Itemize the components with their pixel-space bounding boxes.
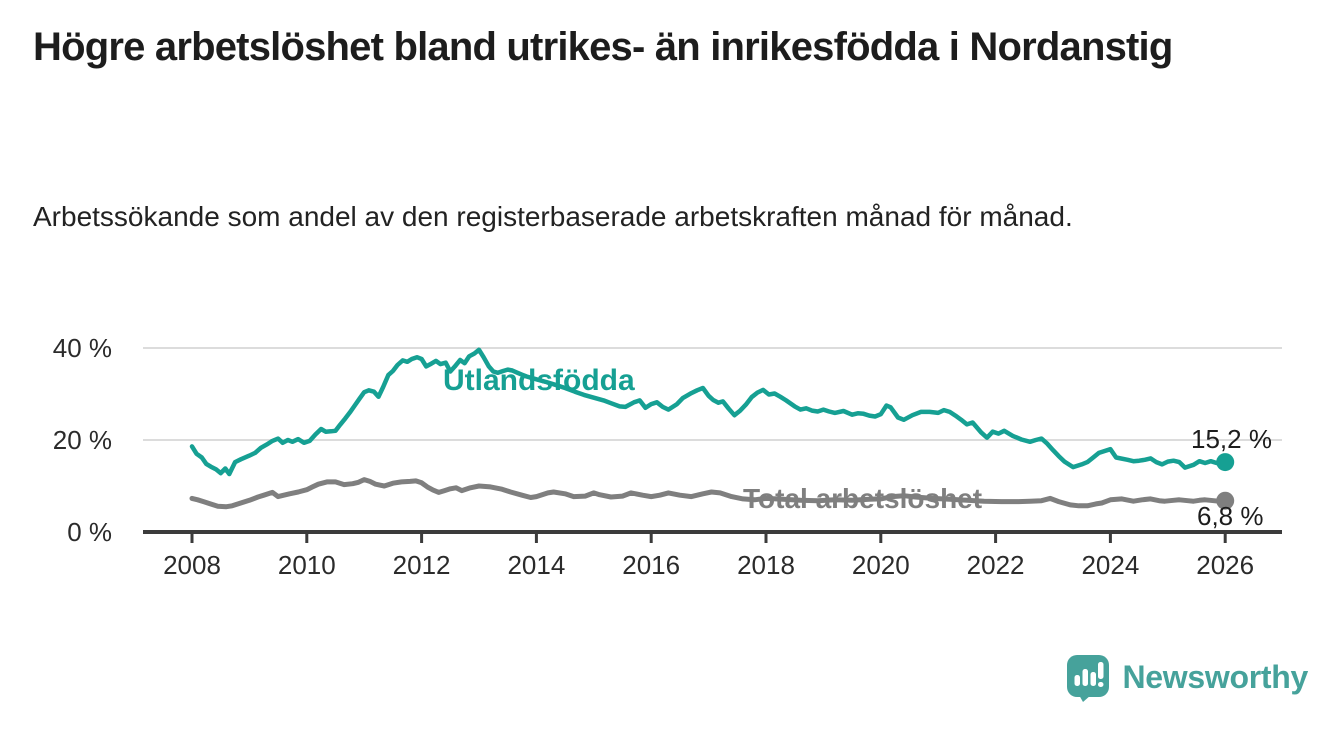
chart-subtitle: Arbetssökande som andel av den registerb… [33, 201, 1073, 232]
y-axis-tick-label: 20 % [53, 425, 112, 455]
gridlines: 0 % 20 % 40 % [53, 333, 1282, 547]
utlandsfodda-series-label: Utlandsfödda [443, 364, 635, 397]
line-chart: 0 % 20 % 40 % 2008 2010 2012 2014 2016 2018 2020… [0, 320, 1340, 610]
total-line [189, 477, 1228, 510]
x-axis-tick-label: 2018 [737, 550, 795, 580]
utlandsfodda-line [189, 347, 1228, 477]
series-lines [189, 347, 1235, 510]
page-title: Högre arbetslöshet bland utrikes- än inr… [33, 25, 1173, 69]
line-chart-svg: 0 % 20 % 40 % 2008 2010 2012 2014 2016 2018 2020… [53, 333, 1282, 580]
total-series-label: Total arbetslöshet [743, 483, 982, 514]
total-endpoint-dot [1216, 491, 1235, 510]
total-end-value-label: 6,8 % [1197, 501, 1264, 531]
brand-name: Newsworthy [1122, 659, 1309, 695]
utlandsfodda-endpoint-dot [1216, 453, 1235, 472]
series-labels: Utlandsfödda Total arbetslöshet 15,2 % 6… [443, 364, 1272, 531]
brand-footer: Newsworthy [1065, 653, 1309, 702]
x-axis-tick-label: 2012 [393, 550, 451, 580]
y-axis-tick-label: 0 % [67, 517, 112, 547]
y-axis-tick-label: 40 % [53, 333, 112, 363]
utlandsfodda-end-value-label: 15,2 % [1191, 424, 1272, 454]
x-axis: 2008 2010 2012 2014 2016 2018 2020 2022 2024 2026 [143, 530, 1282, 580]
x-axis-tick-label: 2016 [622, 550, 680, 580]
x-axis-tick-label: 2008 [163, 550, 221, 580]
bar-chart-speech-bubble-icon [1066, 655, 1109, 702]
x-axis-tick-label: 2014 [507, 550, 565, 580]
x-axis-tick-label: 2020 [852, 550, 910, 580]
x-axis-tick-label: 2024 [1081, 550, 1139, 580]
x-axis-tick-label: 2010 [278, 550, 336, 580]
x-axis-tick-label: 2022 [967, 550, 1025, 580]
x-axis-tick-label: 2026 [1196, 550, 1254, 580]
